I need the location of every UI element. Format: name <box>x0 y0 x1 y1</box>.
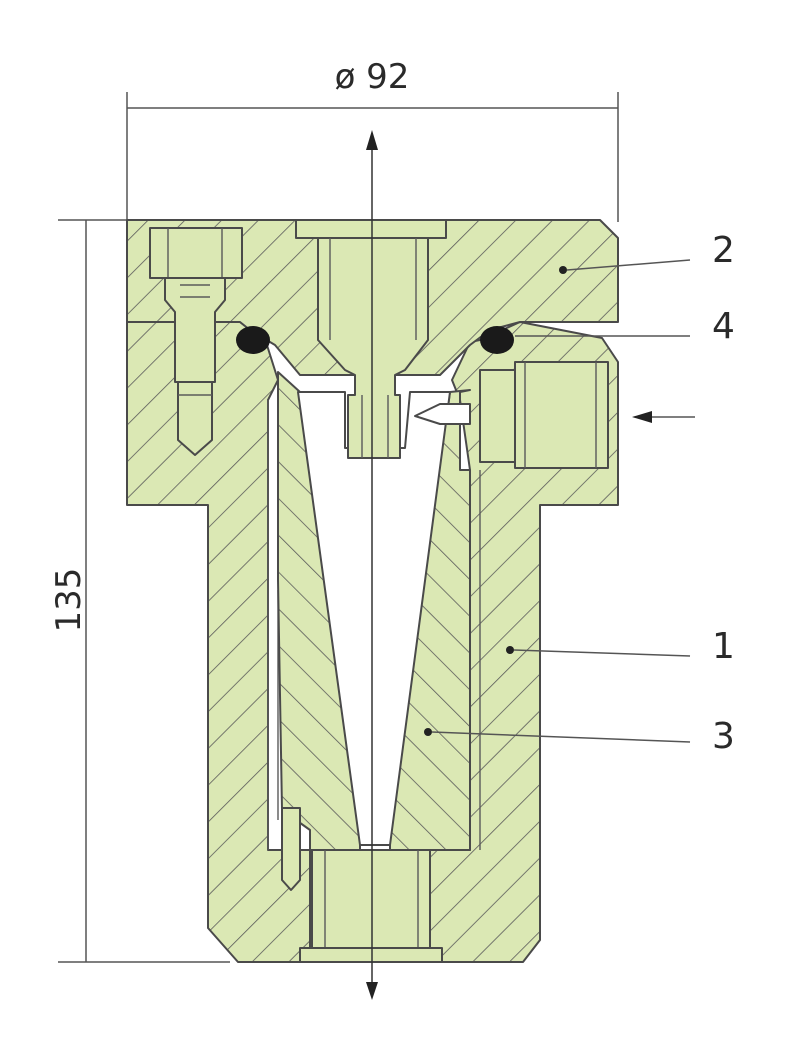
inlet-flow-arrow <box>632 411 695 423</box>
callout-3-label: 3 <box>712 716 735 757</box>
diameter-label: ø 92 <box>335 57 410 97</box>
cone-cavity <box>297 391 451 846</box>
o-ring-right <box>480 326 514 354</box>
height-dimension: 135 <box>49 219 230 963</box>
cap-bolt <box>149 227 243 456</box>
callout-3: 3 <box>424 716 735 757</box>
callout-2-label: 2 <box>712 230 735 271</box>
callout-1-label: 1 <box>712 626 735 667</box>
o-ring-left <box>236 326 270 354</box>
o-ring-seals <box>236 326 514 354</box>
callout-1: 1 <box>506 626 735 667</box>
side-inlet-port <box>414 361 609 469</box>
locating-pin <box>281 807 301 891</box>
top-inlet-bore <box>295 219 447 459</box>
callout-2: 2 <box>559 230 735 274</box>
center-axis <box>366 130 378 1000</box>
diameter-dimension: ø 92 <box>126 57 619 222</box>
bottom-outlet-bore <box>299 849 443 963</box>
callout-4-label: 4 <box>712 306 735 347</box>
callout-4: 4 <box>515 306 735 347</box>
height-label: 135 <box>49 568 89 633</box>
